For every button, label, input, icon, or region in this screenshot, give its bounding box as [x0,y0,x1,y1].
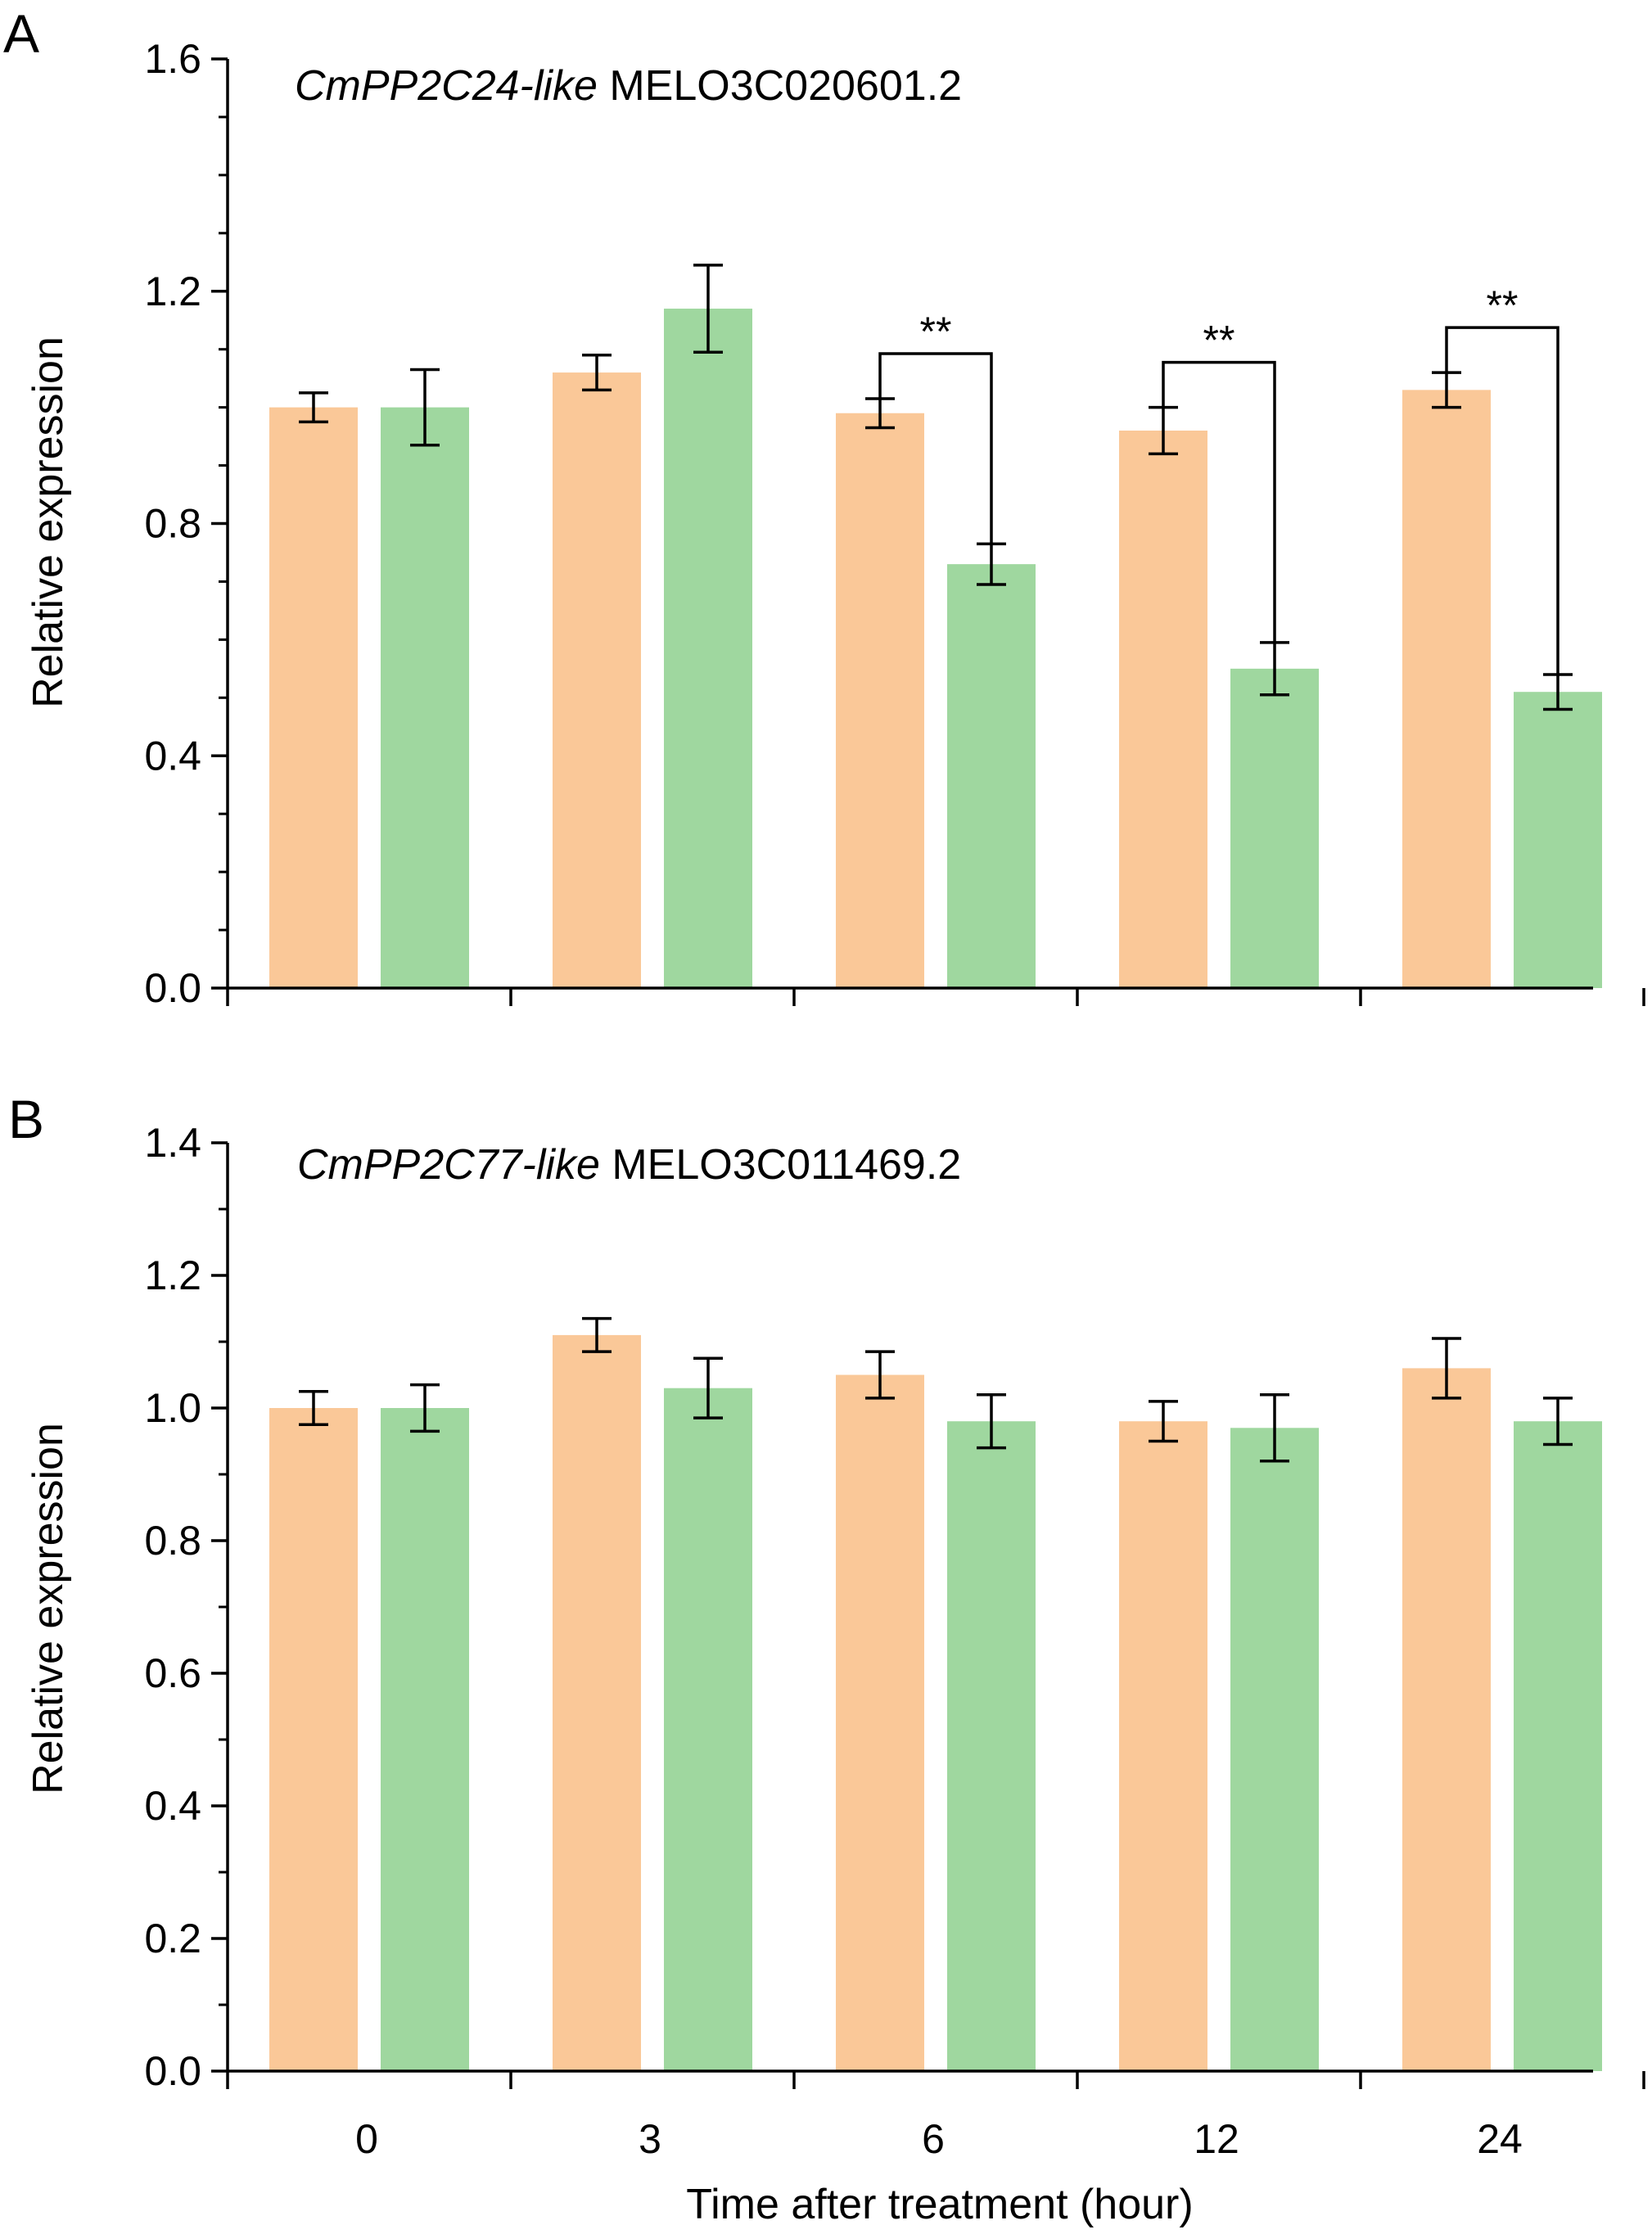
panel-a-significance-label-24: ** [1487,282,1519,328]
panel-b-bar-2-6 [947,1421,1036,2071]
panel-b-error-bar-2-6 [977,1393,1006,1450]
panel-b-y-tick-label: 0.0 [144,2048,201,2094]
x-axis-label: Time after treatment (hour) [686,2181,1193,2228]
panel-b-letter: B [8,1089,44,1149]
panel-b-title: CmPP2C77-like MELO3C011469.2 [297,1141,961,1189]
panel-b-error-bar-1-12 [1149,1400,1178,1443]
panel-b-bar-1-0 [269,1408,358,2071]
panel-a-significance-bracket-24 [1445,326,1559,675]
panel-a-significance-bracket-6 [878,352,993,544]
panel-a-significance-bracket-12 [1162,360,1276,643]
panel-a-plot-area: ** ** ** 0.0 0.4 0.8 1.2 1.6 [144,36,1645,1011]
panel-a-error-bar-2-3 [693,264,723,354]
panel-a-significance-label-12: ** [1203,318,1235,363]
panel-b-error-bar-2-3 [693,1356,723,1419]
panel-b-bar-1-3 [553,1334,641,2071]
panel-a-y-tick-label: 0.8 [144,501,201,547]
panel-b-y-tick-label: 0.6 [144,1650,201,1696]
panel-b-x-tick-label: 6 [922,2116,945,2162]
panel-a-error-bar-1-0 [299,391,328,424]
panel-a: A CmPP2C24-like MELO3C020601.2 Relative … [3,3,1645,1011]
panel-a-error-bar-1-3 [582,354,612,392]
panel-b-x-tick-label: 12 [1194,2116,1239,2162]
panel-a-bar-2-6 [947,564,1036,988]
panel-a-bar-2-24 [1514,692,1602,988]
panel-b-bar-1-24 [1402,1368,1491,2071]
panel-b-bar-2-0 [381,1408,469,2071]
panel-b-y-tick-label: 1.4 [144,1120,201,1166]
panel-b-error-bar-1-3 [582,1316,612,1353]
panel-a-error-bar-2-0 [410,368,440,447]
panel-a-bar-2-3 [664,309,752,988]
panel-a-significance-label-6: ** [920,309,952,354]
panel-a-bar-2-12 [1230,668,1319,988]
panel-b-x-tick-label: 24 [1477,2116,1523,2162]
panel-b-error-bar-2-24 [1543,1397,1573,1446]
panel-b: B CmPP2C77-like MELO3C011469.2 Relative … [8,1089,1645,2228]
panel-a-bar-1-12 [1119,431,1207,988]
panel-a-y-tick-label: 1.6 [144,36,201,82]
panel-a-y-tick-label: 0.0 [144,965,201,1011]
panel-b-y-tick-label: 0.8 [144,1518,201,1564]
panel-b-bar-2-12 [1230,1428,1319,2071]
panel-b-title-gene: CmPP2C77-like [297,1141,600,1189]
panel-b-x-tick-label: 3 [639,2116,661,2162]
panel-a-bar-1-3 [553,372,641,988]
panel-b-error-bar-2-12 [1260,1393,1289,1463]
panel-b-y-tick-label: 0.4 [144,1783,201,1829]
panel-b-bar-1-12 [1119,1421,1207,2071]
panel-a-bar-1-6 [836,413,924,988]
panel-b-bar-2-3 [664,1388,752,2071]
panel-a-letter: A [3,3,39,64]
panel-b-title-id: MELO3C011469.2 [600,1141,961,1189]
panel-b-y-axis-label: Relative expression [25,1423,72,1794]
panel-b-y-tick-label: 1.2 [144,1252,201,1298]
panel-a-title: CmPP2C24-like MELO3C020601.2 [295,62,962,110]
panel-b-bar-1-6 [836,1374,924,2071]
panel-b-plot-area: 0.0 0.2 0.4 0.6 0.8 1.0 1.2 1.4 0 3 6 12 24 [144,1120,1645,2162]
panel-b-bar-2-24 [1514,1421,1602,2071]
panel-a-title-gene: CmPP2C24-like [295,62,598,110]
panel-b-y-tick-label: 0.2 [144,1916,201,1961]
panel-b-error-bar-2-0 [410,1383,440,1433]
panel-a-bar-1-24 [1402,390,1491,988]
panel-b-error-bar-1-0 [299,1390,328,1426]
panel-b-error-bar-1-24 [1432,1337,1461,1400]
panel-a-y-axis-label: Relative expression [25,336,72,708]
panel-a-y-tick-label: 0.4 [144,733,201,779]
panel-a-bar-1-0 [269,407,358,988]
panel-b-y-tick-label: 1.0 [144,1385,201,1431]
panel-a-y-tick-label: 1.2 [144,269,201,314]
panel-b-error-bar-1-6 [865,1350,895,1400]
panel-a-title-id: MELO3C020601.2 [598,62,962,110]
panel-a-bar-2-0 [381,407,469,988]
panel-b-x-tick-label: 0 [355,2116,378,2162]
